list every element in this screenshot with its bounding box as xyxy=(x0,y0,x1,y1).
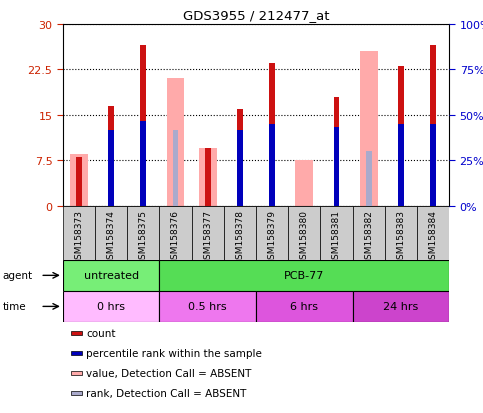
Text: 0.5 hrs: 0.5 hrs xyxy=(188,301,227,312)
Text: 6 hrs: 6 hrs xyxy=(290,301,318,312)
Bar xyxy=(71,371,82,375)
Bar xyxy=(205,167,211,206)
Title: GDS3955 / 212477_at: GDS3955 / 212477_at xyxy=(183,9,329,22)
Bar xyxy=(269,64,275,206)
Text: GSM158379: GSM158379 xyxy=(268,209,277,264)
Bar xyxy=(167,79,185,206)
Bar xyxy=(63,206,95,260)
Bar xyxy=(199,149,216,206)
Text: value, Detection Call = ABSENT: value, Detection Call = ABSENT xyxy=(86,368,251,378)
Text: GSM158384: GSM158384 xyxy=(428,209,438,264)
Bar xyxy=(159,206,192,260)
Text: GSM158383: GSM158383 xyxy=(397,209,405,264)
Bar xyxy=(108,131,114,206)
Bar xyxy=(224,206,256,260)
Bar xyxy=(256,206,288,260)
Bar xyxy=(127,206,159,260)
Bar xyxy=(159,260,449,291)
Bar xyxy=(430,125,436,206)
Text: GSM158380: GSM158380 xyxy=(300,209,309,264)
Bar xyxy=(353,291,449,322)
Bar xyxy=(141,46,146,206)
Bar xyxy=(366,152,371,206)
Bar xyxy=(417,206,449,260)
Bar xyxy=(63,291,159,322)
Text: GSM158377: GSM158377 xyxy=(203,209,212,264)
Bar xyxy=(269,125,275,206)
Bar xyxy=(353,206,385,260)
Bar xyxy=(398,67,404,206)
Bar xyxy=(70,155,88,206)
Text: GSM158382: GSM158382 xyxy=(364,209,373,264)
Bar xyxy=(334,128,340,206)
Bar xyxy=(108,107,114,206)
Text: rank, Detection Call = ABSENT: rank, Detection Call = ABSENT xyxy=(86,388,246,398)
Text: GSM158378: GSM158378 xyxy=(235,209,244,264)
Bar xyxy=(71,331,82,335)
Bar xyxy=(141,122,146,206)
Text: agent: agent xyxy=(2,271,32,281)
Text: PCB-77: PCB-77 xyxy=(284,271,325,281)
Bar xyxy=(430,46,436,206)
Bar xyxy=(334,97,340,206)
Bar xyxy=(159,291,256,322)
Bar xyxy=(71,391,82,395)
Bar xyxy=(71,351,82,355)
Text: GSM158375: GSM158375 xyxy=(139,209,148,264)
Bar xyxy=(237,109,243,206)
Bar xyxy=(76,158,82,206)
Text: 0 hrs: 0 hrs xyxy=(97,301,125,312)
Bar xyxy=(296,161,313,206)
Bar xyxy=(385,206,417,260)
Bar xyxy=(288,206,320,260)
Text: 24 hrs: 24 hrs xyxy=(384,301,418,312)
Bar xyxy=(95,206,127,260)
Bar xyxy=(320,206,353,260)
Bar xyxy=(237,131,243,206)
Bar xyxy=(172,131,178,206)
Text: GSM158376: GSM158376 xyxy=(171,209,180,264)
Bar xyxy=(63,260,159,291)
Bar xyxy=(398,125,404,206)
Text: count: count xyxy=(86,328,115,338)
Text: GSM158373: GSM158373 xyxy=(74,209,84,264)
Text: GSM158374: GSM158374 xyxy=(107,209,115,264)
Bar xyxy=(256,291,353,322)
Text: time: time xyxy=(2,301,26,312)
Bar xyxy=(76,161,82,206)
Bar xyxy=(192,206,224,260)
Text: GSM158381: GSM158381 xyxy=(332,209,341,264)
Bar xyxy=(360,52,378,206)
Bar xyxy=(205,149,211,206)
Text: untreated: untreated xyxy=(84,271,139,281)
Text: percentile rank within the sample: percentile rank within the sample xyxy=(86,348,262,358)
